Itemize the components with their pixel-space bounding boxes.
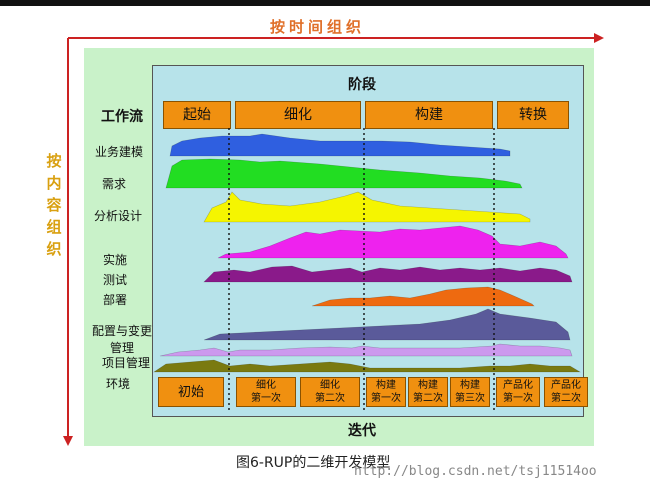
workflow-label-environment: 环境 [105, 377, 130, 391]
iteration-preliminary: 初始 [158, 377, 224, 407]
iteration-label: 细化 [320, 380, 340, 391]
content-axis-arrowhead [63, 436, 73, 446]
content-axis-char: 内 [46, 174, 62, 192]
workload-hump-test [203, 265, 573, 283]
iteration-sublabel: 第一次 [503, 393, 533, 404]
workflow-label-analysis-design: 分析设计 [93, 209, 142, 223]
workload-hump-business-modeling [169, 133, 511, 157]
workflow-label-implementation: 实施 [102, 253, 127, 267]
iteration-title: 迭代 [348, 423, 376, 439]
content-axis-char: 组 [46, 218, 62, 236]
workload-hump-requirements [165, 158, 523, 189]
figure-caption: 图6-RUP的二维开发模型 [236, 455, 391, 471]
workflow-label-config-change-mgmt: 配置与变更管理 [91, 324, 152, 355]
phase-construction: 构建 [365, 101, 493, 129]
content-axis-char: 容 [46, 196, 62, 214]
watermark: http://blog.csdn.net/tsj11514oo [354, 464, 597, 479]
iteration-elaboration-2: 细化 第二次 [300, 377, 360, 407]
iteration-sublabel: 第二次 [551, 393, 581, 404]
top-bar [0, 0, 650, 6]
workflow-label-test: 测试 [102, 273, 127, 287]
iteration-transition-2: 产品化 第二次 [544, 377, 588, 407]
workflow-label-deployment: 部署 [102, 293, 127, 307]
iteration-label: 细化 [256, 380, 276, 391]
workload-hump-config-change-mgmt [203, 308, 571, 341]
iteration-label: 构建 [460, 380, 480, 391]
iteration-label: 构建 [418, 380, 438, 391]
workflow-title: 工作流 [101, 109, 143, 125]
workload-hump-deployment [311, 286, 535, 307]
content-axis-char: 织 [46, 240, 62, 258]
content-axis-char: 按 [46, 152, 62, 170]
workflow-label-requirements: 需求 [101, 177, 126, 191]
iteration-sublabel: 第三次 [455, 393, 485, 404]
phase-title: 阶段 [348, 77, 376, 93]
phase-elaboration: 细化 [235, 101, 361, 129]
content-axis-label: 按 内 容 组 织 [44, 150, 64, 260]
workload-hump-environment [153, 359, 582, 373]
workload-hump-analysis-design [203, 191, 531, 223]
iteration-label: 产品化 [551, 380, 581, 391]
time-axis-label: 按时间组织 [270, 18, 366, 36]
workload-hump-implementation [217, 225, 569, 259]
iteration-label: 产品化 [503, 380, 533, 391]
workflow-label-business-modeling: 业务建模 [94, 145, 143, 159]
workload-hump-project-mgmt [159, 343, 573, 357]
iteration-sublabel: 第二次 [315, 393, 345, 404]
iteration-construction-3: 构建 第三次 [450, 377, 490, 407]
time-axis-arrowhead [594, 33, 604, 43]
phase-transition: 转换 [497, 101, 569, 129]
iteration-sublabel: 第二次 [413, 393, 443, 404]
iteration-construction-2: 构建 第二次 [408, 377, 448, 407]
iteration-construction-1: 构建 第一次 [366, 377, 406, 407]
phase-inception: 起始 [163, 101, 231, 129]
iteration-sublabel: 第一次 [251, 393, 281, 404]
iteration-elaboration-1: 细化 第一次 [236, 377, 296, 407]
workflow-label-project-mgmt: 项目管理 [101, 356, 150, 370]
iteration-sublabel: 第一次 [371, 393, 401, 404]
iteration-transition-1: 产品化 第一次 [496, 377, 540, 407]
iteration-label: 构建 [376, 380, 396, 391]
iteration-label: 初始 [177, 384, 204, 400]
